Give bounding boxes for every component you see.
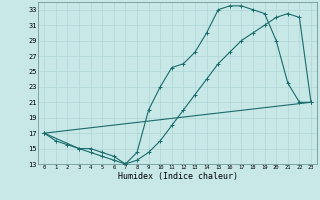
X-axis label: Humidex (Indice chaleur): Humidex (Indice chaleur) <box>118 172 238 181</box>
